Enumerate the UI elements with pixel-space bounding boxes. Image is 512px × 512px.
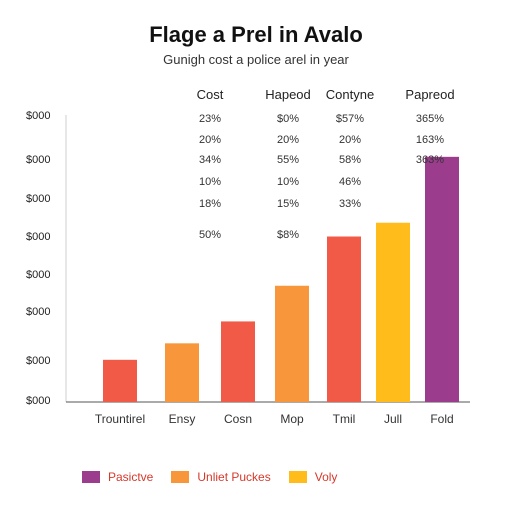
table-cell: 34% xyxy=(199,154,221,166)
table-cell: 10% xyxy=(199,176,221,188)
legend-item: Pasictve xyxy=(82,470,153,484)
table-header: Cost xyxy=(197,87,224,102)
table-cell: 20% xyxy=(199,134,221,146)
table-cell: 58% xyxy=(339,154,361,166)
table-cell: 163% xyxy=(416,134,444,146)
x-tick-label: Ensy xyxy=(169,412,196,426)
legend-swatch xyxy=(288,471,307,483)
table-header: Papreod xyxy=(405,87,454,102)
bar xyxy=(103,359,137,402)
y-tick-label: $000 xyxy=(26,355,50,367)
y-tick-label: $000 xyxy=(26,395,50,407)
x-tick-label: Mop xyxy=(280,412,304,426)
table-cell: 363% xyxy=(416,154,444,166)
table-cell: $57% xyxy=(336,113,364,125)
table-cell: 20% xyxy=(277,134,299,146)
legend-label: Unliet Puckes xyxy=(197,470,271,484)
bar xyxy=(376,222,410,402)
y-tick-label: $000 xyxy=(26,269,50,281)
chart-title: Flage a Prel in Avalo xyxy=(149,22,363,47)
y-tick-label: $000 xyxy=(26,154,50,166)
x-tick-label: Cosn xyxy=(224,412,252,426)
bar xyxy=(425,156,459,402)
table-cell: 33% xyxy=(339,198,361,210)
x-tick-label: Trountirel xyxy=(95,412,145,426)
table-cell: $8% xyxy=(277,229,299,241)
table-header: Contyne xyxy=(326,87,374,102)
legend-item: Voly xyxy=(288,470,338,484)
bar xyxy=(221,321,255,402)
table-cell: 50% xyxy=(199,229,221,241)
table-cell: 15% xyxy=(277,198,299,210)
legend-swatch xyxy=(171,471,190,483)
y-tick-label: $000 xyxy=(26,110,50,122)
legend-item: Unliet Puckes xyxy=(171,470,271,484)
table-cell: 18% xyxy=(199,198,221,210)
table-cell: 55% xyxy=(277,154,299,166)
x-tick-label: Tmil xyxy=(333,412,356,426)
chart-subtitle: Gunigh cost a police arel in year xyxy=(163,52,349,67)
bar xyxy=(165,343,199,402)
table-header: Hapeod xyxy=(265,87,311,102)
legend: Pasictve Unliet Puckes Voly xyxy=(82,470,337,484)
table-cell: 20% xyxy=(339,134,361,146)
x-tick-label: Fold xyxy=(430,412,453,426)
y-tick-label: $000 xyxy=(26,231,50,243)
table-cell: 46% xyxy=(339,176,361,188)
bar xyxy=(327,236,361,402)
x-tick-label: Jull xyxy=(384,412,402,426)
table-cell: 10% xyxy=(277,176,299,188)
legend-label: Pasictve xyxy=(108,470,154,484)
table-cell: 23% xyxy=(199,113,221,125)
y-tick-label: $000 xyxy=(26,193,50,205)
legend-label: Voly xyxy=(314,470,338,484)
legend-swatch xyxy=(82,471,100,483)
bar xyxy=(275,285,309,402)
y-tick-label: $000 xyxy=(26,306,50,318)
table-cell: $0% xyxy=(277,113,299,125)
table-cell: 365% xyxy=(416,113,444,125)
